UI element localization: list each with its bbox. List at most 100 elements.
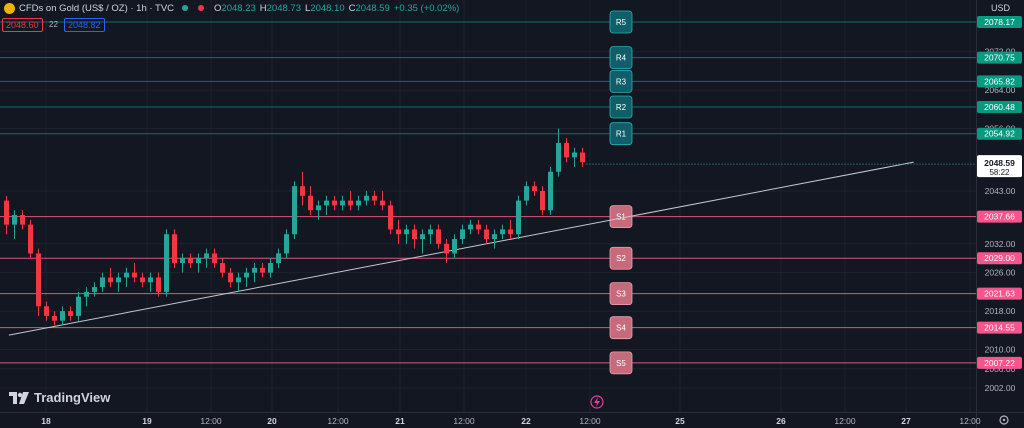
price-tick-label: 2072.00 [985,47,1016,57]
candle-body [108,277,113,283]
candle-body [516,200,521,235]
resistance-price-label: 2054.92 [984,129,1015,139]
candle-body [92,287,97,292]
candle-body [260,267,265,273]
candle-body [340,200,345,206]
candle-body [348,200,353,206]
high-value: 2048.73 [266,2,301,14]
candle-body [356,200,361,206]
candle-body [300,186,305,196]
candle-body [324,200,329,206]
market-status-icon[interactable] [182,5,189,11]
resistance-price-label: 2065.82 [984,76,1015,86]
trendline [8,161,914,336]
candle-body [332,200,337,206]
candle-body [444,243,449,254]
ohlc-values: O2048.23 H2048.73 L2048.10 C2048.59 +0.3… [214,2,460,14]
resistance-price-label: 2070.75 [984,53,1015,63]
candle-body [36,253,41,307]
resistance-badge [609,122,633,146]
candle-body [428,229,433,235]
support-badge-label: S5 [616,359,626,368]
support-price-label: 2021.63 [984,289,1015,299]
resistance-price-tag [977,15,1022,28]
resistance-badge-label: R4 [616,54,627,63]
candle-body [100,277,105,288]
open-value: 2048.23 [221,2,256,14]
candle-body [580,152,585,163]
candle-body [532,186,537,191]
resistance-badge-label: R2 [616,103,627,112]
time-tick-label: 12:00 [834,416,856,426]
buy-button[interactable]: 2048.82 [64,18,105,32]
candle-body [20,215,25,225]
candle-body [236,277,241,283]
candle-body [404,229,409,235]
time-tick-label: 12:00 [579,416,601,426]
candle-body [460,229,465,240]
resistance-price-tag [977,127,1022,140]
resistance-price-tag [977,75,1022,88]
currency-label[interactable]: USD [990,3,1010,13]
candle-body [76,296,81,316]
candle-body [172,234,177,264]
support-badge [609,282,633,306]
candle-body [436,229,441,244]
price-tick-label: 2010.00 [985,345,1016,355]
sell-button[interactable]: 2048.60 [2,18,43,32]
time-tick-label: 21 [395,416,405,426]
support-price-tag [977,287,1022,300]
candle-body [52,315,57,321]
spread-value: 22 [49,20,58,29]
candle-body [124,272,129,278]
candle-body [252,267,257,273]
change-value: +0.35 (+0.02%) [393,2,460,14]
current-price-label: 2048.59 [984,158,1015,168]
time-tick-label: 25 [675,416,685,426]
resistance-badge [609,69,633,93]
symbol-header: CFDs on Gold (US$ / OZ) · 1h · TVC O2048… [4,1,459,15]
time-tick-label: 12:00 [327,416,349,426]
support-badge [609,246,633,270]
candle-body [244,272,249,278]
support-price-label: 2014.55 [984,323,1015,333]
support-badge-label: S4 [616,324,626,333]
candle-body [140,277,145,283]
candle-body [12,215,17,225]
low-value: 2048.10 [310,2,345,14]
candle-body [396,229,401,235]
candle-body [132,272,137,278]
data-status-icon[interactable] [198,5,205,11]
resistance-price-tag [977,51,1022,64]
price-tick-label: 2032.00 [985,239,1016,249]
time-tick-label: 19 [142,416,152,426]
candle-body [84,291,89,297]
candle-body [540,190,545,211]
resistance-badge-label: R1 [616,130,627,139]
candle-body [572,152,577,158]
time-tick-label: 22 [521,416,531,426]
support-badge [609,205,633,229]
candle-body [388,205,393,230]
support-badge [609,351,633,375]
candle-body [164,234,169,292]
candle-body [420,234,425,240]
candle-body [524,186,529,201]
resistance-badge-label: R3 [616,77,627,86]
time-tick-label: 18 [41,416,51,426]
candle-body [148,277,153,283]
candle-body [508,229,513,235]
support-price-tag [977,321,1022,334]
time-tick-label: 12:00 [200,416,222,426]
time-tick-label: 20 [267,416,277,426]
candle-body [292,186,297,235]
support-price-label: 2007.22 [984,358,1015,368]
time-tick-label: 12:00 [959,416,981,426]
tradingview-logo[interactable]: TradingView [9,390,110,405]
resistance-badge [609,10,633,34]
current-price-tag [977,155,1022,178]
symbol-title[interactable]: CFDs on Gold (US$ / OZ) · 1h · TVC [19,2,175,14]
price-tick-label: 2018.00 [985,306,1016,316]
candle-body [452,239,457,254]
